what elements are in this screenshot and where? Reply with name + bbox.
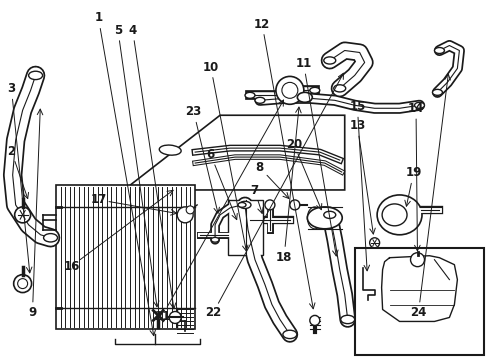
Bar <box>55 185 195 329</box>
Circle shape <box>186 206 194 214</box>
Ellipse shape <box>310 87 320 93</box>
Text: 5: 5 <box>114 24 122 37</box>
Circle shape <box>18 279 27 289</box>
Ellipse shape <box>307 207 342 229</box>
Text: 2: 2 <box>7 145 16 158</box>
Text: 22: 22 <box>205 306 221 319</box>
Text: 4: 4 <box>128 24 137 37</box>
Ellipse shape <box>435 48 444 54</box>
Ellipse shape <box>283 330 297 339</box>
Text: 6: 6 <box>207 148 215 161</box>
Text: 3: 3 <box>7 82 16 95</box>
Ellipse shape <box>324 57 336 64</box>
Circle shape <box>290 200 300 210</box>
Circle shape <box>169 311 181 323</box>
Text: 19: 19 <box>405 166 422 179</box>
Text: 10: 10 <box>203 60 219 73</box>
Ellipse shape <box>239 201 251 208</box>
Text: 9: 9 <box>28 306 37 319</box>
Text: 23: 23 <box>186 105 202 118</box>
Text: 14: 14 <box>408 102 424 115</box>
Text: 11: 11 <box>295 57 312 70</box>
Circle shape <box>14 275 32 293</box>
Ellipse shape <box>255 97 265 103</box>
Text: 24: 24 <box>410 306 427 319</box>
Ellipse shape <box>245 92 255 98</box>
Text: 12: 12 <box>254 18 270 31</box>
Circle shape <box>276 76 304 104</box>
Ellipse shape <box>28 71 43 80</box>
Circle shape <box>369 238 380 248</box>
Ellipse shape <box>415 102 424 108</box>
Circle shape <box>15 207 30 223</box>
Ellipse shape <box>297 92 312 102</box>
Ellipse shape <box>238 203 246 207</box>
Ellipse shape <box>341 315 355 324</box>
Ellipse shape <box>377 195 422 235</box>
Circle shape <box>177 207 193 223</box>
Circle shape <box>310 315 320 325</box>
Text: 1: 1 <box>95 12 102 24</box>
Text: 13: 13 <box>349 119 366 132</box>
Text: 7: 7 <box>251 184 259 197</box>
Ellipse shape <box>433 89 442 95</box>
Ellipse shape <box>324 211 336 219</box>
Text: 20: 20 <box>286 138 302 150</box>
Ellipse shape <box>211 237 219 242</box>
Ellipse shape <box>334 85 346 92</box>
Ellipse shape <box>44 234 57 242</box>
Text: 21: 21 <box>154 310 170 323</box>
Bar <box>355 248 484 355</box>
Text: 16: 16 <box>63 260 80 273</box>
Circle shape <box>282 82 298 98</box>
Text: 15: 15 <box>349 100 366 113</box>
Ellipse shape <box>159 145 181 155</box>
Text: 17: 17 <box>90 193 106 206</box>
Text: 8: 8 <box>255 161 264 174</box>
Bar <box>228 200 263 255</box>
Ellipse shape <box>307 207 322 229</box>
Text: 18: 18 <box>276 251 292 264</box>
Circle shape <box>265 200 275 210</box>
Ellipse shape <box>382 204 407 226</box>
Circle shape <box>411 253 424 267</box>
Polygon shape <box>130 115 345 190</box>
